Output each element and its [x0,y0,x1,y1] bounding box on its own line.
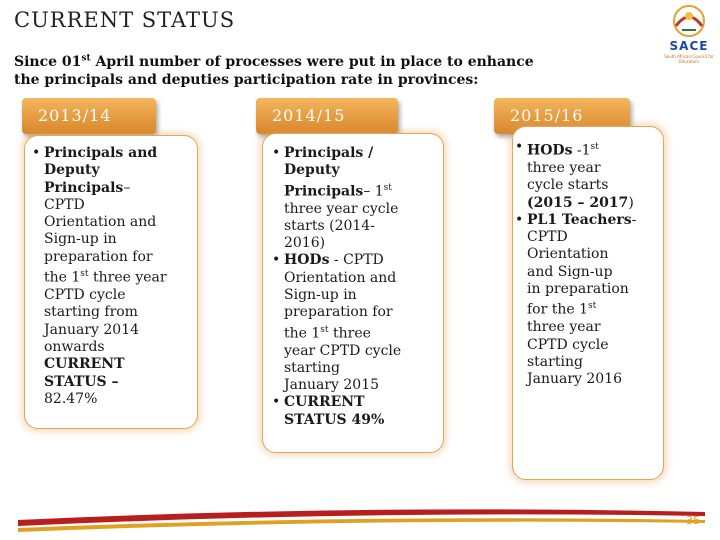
status-line: CPTD cycle [44,287,126,304]
status-line: • HODs -1st [515,139,599,159]
status-line: Principals– [44,179,131,196]
status-line: CPTD cycle [527,336,609,353]
status-list-2015-16: • HODs -1st three year cycle starts (2015 – … [515,139,637,388]
status-line: Deputy [284,162,340,179]
status-line: cycle starts [527,177,609,194]
sace-emblem-icon [673,5,705,37]
status-line: preparation for [284,304,393,321]
status-line: Orientation and [44,214,157,231]
status-line: year CPTD cycle [284,342,402,359]
status-card-2013-14 [24,135,198,429]
status-card-2014-15 [262,133,444,453]
status-line: three year cycle [284,200,399,217]
status-line: • PL1 Teachers- [515,211,637,228]
bullet-icon: • [272,145,281,161]
status-list-2014-15: • Principals / Deputy Principals– 1st three … [272,145,402,429]
status-line: Orientation and [284,269,397,286]
status-line: starting from [44,304,138,321]
intro-line2: the principals and deputies participatio… [14,71,479,88]
bullet-icon: • [272,394,281,411]
status-line: starting [284,359,340,376]
status-line: onwards [44,338,105,355]
logo-subtitle: South African Council for Educators [664,54,714,64]
status-line: and Sign-up [527,263,613,280]
status-line: January 2014 [44,321,140,338]
bullet-icon: • [515,211,524,228]
status-line: in preparation [527,281,629,298]
intro-line1: Since 01st April number of processes wer… [14,53,534,70]
status-line: Orientation [527,246,609,263]
slide-title: CURRENT STATUS [14,8,236,32]
status-line: STATUS 49% [284,411,385,428]
status-line: • HODs - CPTD [272,252,384,269]
status-line: Deputy [44,162,100,179]
status-line: three year [527,319,601,336]
status-line: the 1st three [284,324,371,342]
year-tab-2013-14: 2013/14 [22,98,156,134]
status-line: the 1st three year [44,269,167,286]
bullet-icon: • [272,252,281,269]
status-line: CPTD [44,196,85,213]
status-line: 82.47% [44,390,98,407]
status-line: Sign-up in [284,287,357,304]
status-line: starts (2014- [284,217,375,234]
year-tab-2014-15: 2014/15 [256,98,398,134]
footer-decoration [18,509,705,532]
status-line: CPTD [527,229,568,246]
status-line: 2016) [284,235,326,252]
intro-text: Since 01st April number of processes wer… [14,49,614,89]
status-line: (2015 – 2017) [527,194,634,211]
bullet-icon: • [32,145,41,161]
status-line: • CURRENT [272,394,365,411]
status-line: starting [527,353,583,370]
status-list-2013-14: • Principals and Deputy Principals– CPTD Orie… [32,145,167,408]
status-line: Sign-up in [44,231,117,248]
status-line: preparation for [44,248,153,265]
status-line: for the 1st [527,301,597,318]
page-number: 35 [686,514,700,527]
status-line: STATUS – [44,373,119,390]
status-line: three year [527,159,601,176]
status-line: • Principals and [32,145,158,161]
status-card-2015-16 [512,126,664,480]
logo-text: SACE [669,39,709,53]
status-line: Principals– 1st [284,182,392,200]
status-line: January 2016 [527,371,623,388]
status-line: CURRENT [44,356,125,373]
bullet-icon: • [515,139,524,155]
status-line: • Principals / [272,145,374,161]
status-line: January 2015 [284,377,380,394]
sace-logo: SACE South African Council for Educators [662,4,716,64]
